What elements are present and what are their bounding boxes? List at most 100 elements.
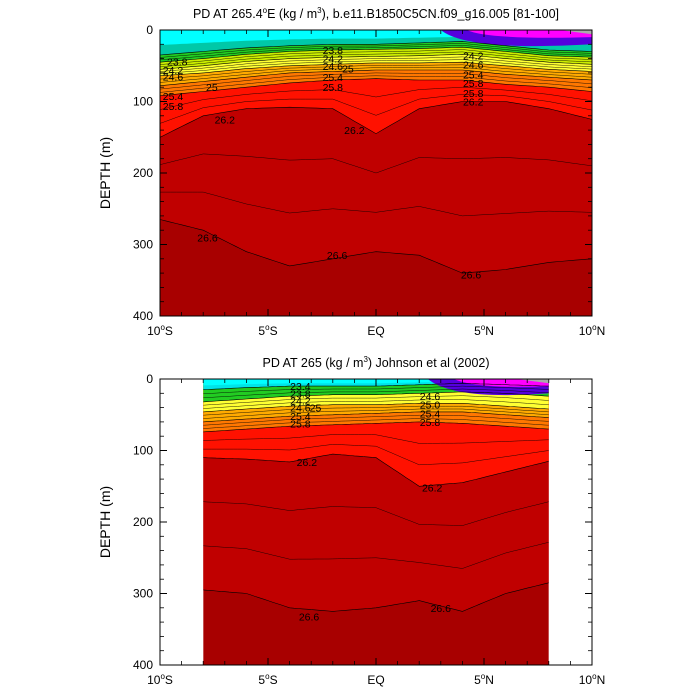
- contour-label: 26.6: [461, 270, 482, 282]
- contour-label: 25.8: [463, 88, 484, 100]
- isopycnal-line: [160, 46, 592, 63]
- isopycnal-line: [203, 418, 549, 429]
- isopycnal-line: [160, 67, 592, 83]
- isopycnal-line: [203, 408, 549, 419]
- fresh-surface-fill: [453, 379, 549, 387]
- contour-label: 24.6: [290, 403, 311, 415]
- isopycnal-line: [203, 453, 549, 487]
- contour-label: 26.2: [297, 457, 318, 469]
- contour-label: 26.2: [215, 114, 236, 126]
- isopycnal-line: [203, 395, 549, 406]
- chart-panel-2: 23.423.824.224.6 2525.425.824.625.025.425…: [97, 355, 605, 687]
- isopycnal-line: [203, 501, 549, 526]
- isopycnal-line: [160, 86, 592, 110]
- isopycnal-line: [203, 411, 549, 423]
- isopycnal-line: [203, 421, 549, 433]
- isopycnal-line: [203, 414, 549, 426]
- isopycnal-line: [203, 391, 549, 403]
- y-tick-label: 300: [133, 238, 153, 252]
- chart-title: PD AT 265 (kg / m3) Johnson et al (2002): [262, 355, 489, 370]
- isopycnal-line: [203, 444, 549, 466]
- x-tick-label: EQ: [367, 324, 384, 338]
- contour-label: 24.2: [290, 395, 311, 407]
- contour-label: 25.4: [463, 69, 484, 81]
- y-tick-label: 200: [133, 166, 153, 180]
- isopycnal-line: [203, 582, 549, 612]
- y-axis-label: DEPTH (m): [97, 137, 113, 209]
- y-tick-label: 100: [133, 444, 153, 458]
- x-tick-label: 5oS: [258, 672, 277, 687]
- y-tick-label: 400: [133, 658, 153, 672]
- contour-label: 23.4: [290, 381, 311, 393]
- isopycnal-line: [160, 75, 592, 93]
- isopycnal-line: [203, 542, 549, 569]
- contour-label: 24.6: [163, 71, 184, 83]
- contour-label: 25.8: [290, 418, 311, 430]
- isopycnal-line: [160, 219, 592, 274]
- isopycnal-line: [203, 434, 549, 444]
- contour-label: 25: [206, 82, 218, 94]
- contour-label: 26.2: [344, 125, 365, 137]
- y-tick-label: 400: [133, 309, 153, 323]
- contour-label: 25.4: [290, 411, 311, 423]
- x-tick-label: EQ: [367, 673, 384, 687]
- contour-label: 24.6: [463, 59, 484, 71]
- isopycnal-line: [160, 45, 592, 61]
- contour-label: 24.6: [420, 391, 441, 403]
- isopycnal-line: [160, 191, 592, 217]
- contour-label: 26.2: [463, 97, 484, 109]
- y-axis-label: DEPTH (m): [97, 486, 113, 558]
- isopycnal-line: [203, 382, 549, 390]
- contour-label: 25.8: [420, 417, 441, 429]
- contour-label: 25.0: [420, 400, 441, 412]
- contour-label: 25.8: [463, 78, 484, 90]
- contour-label: 23.8: [290, 388, 311, 400]
- contour-label: 26.6: [431, 603, 452, 615]
- contour-label: 25.8: [163, 101, 184, 113]
- contour-label: 25: [342, 64, 354, 76]
- isopycnal-line: [160, 64, 592, 80]
- contour-label: 23.8: [323, 45, 344, 57]
- isopycnal-line: [160, 56, 592, 72]
- contour-label: 25.4: [163, 91, 184, 103]
- isopycnal-line: [160, 101, 592, 138]
- x-tick-label: 10oS: [147, 672, 173, 687]
- contour-fill-group: [160, 30, 592, 316]
- isopycnal-line: [160, 41, 592, 56]
- y-tick-label: 300: [133, 587, 153, 601]
- chart-title: PD AT 265.4oE (kg / m3), b.e11.B1850C5CN…: [193, 6, 559, 21]
- y-tick-label: 0: [146, 23, 153, 37]
- isopycnal-line: [160, 61, 592, 77]
- y-tick-label: 200: [133, 515, 153, 529]
- isopycnal-line: [160, 153, 592, 174]
- isopycnal-line: [160, 59, 592, 74]
- x-tick-label: 5oN: [474, 323, 494, 338]
- contour-label: 26.6: [327, 250, 348, 262]
- isopycnal-line: [203, 405, 549, 416]
- y-tick-label: 0: [146, 372, 153, 386]
- isopycnal-line: [160, 78, 592, 97]
- isopycnal-line: [203, 385, 549, 395]
- contour-label: 24.2: [463, 51, 484, 63]
- contour-label: 24.6: [323, 61, 344, 73]
- isopycnal-line: [160, 51, 592, 68]
- isopycnal-line: [203, 403, 549, 413]
- contour-label: 25.4: [420, 408, 441, 420]
- freshest-surface-fill: [516, 379, 549, 384]
- isopycnal-line: [203, 399, 549, 409]
- contour-label: 23.8: [167, 56, 188, 68]
- contour-label: 24.2: [323, 54, 344, 66]
- contour-label: 24.2: [163, 65, 184, 77]
- x-tick-label: 5oS: [258, 323, 277, 338]
- fresh-surface-fill: [466, 30, 592, 38]
- contour-label: 25.4: [323, 72, 344, 84]
- x-tick-label: 10oN: [579, 672, 605, 687]
- isopycnal-line: [203, 388, 549, 399]
- isopycnal-line: [160, 43, 592, 58]
- isopycnal-line: [160, 69, 592, 87]
- isopycnal-line: [160, 72, 592, 90]
- x-tick-label: 5oN: [474, 672, 494, 687]
- contour-label: 25: [310, 403, 322, 415]
